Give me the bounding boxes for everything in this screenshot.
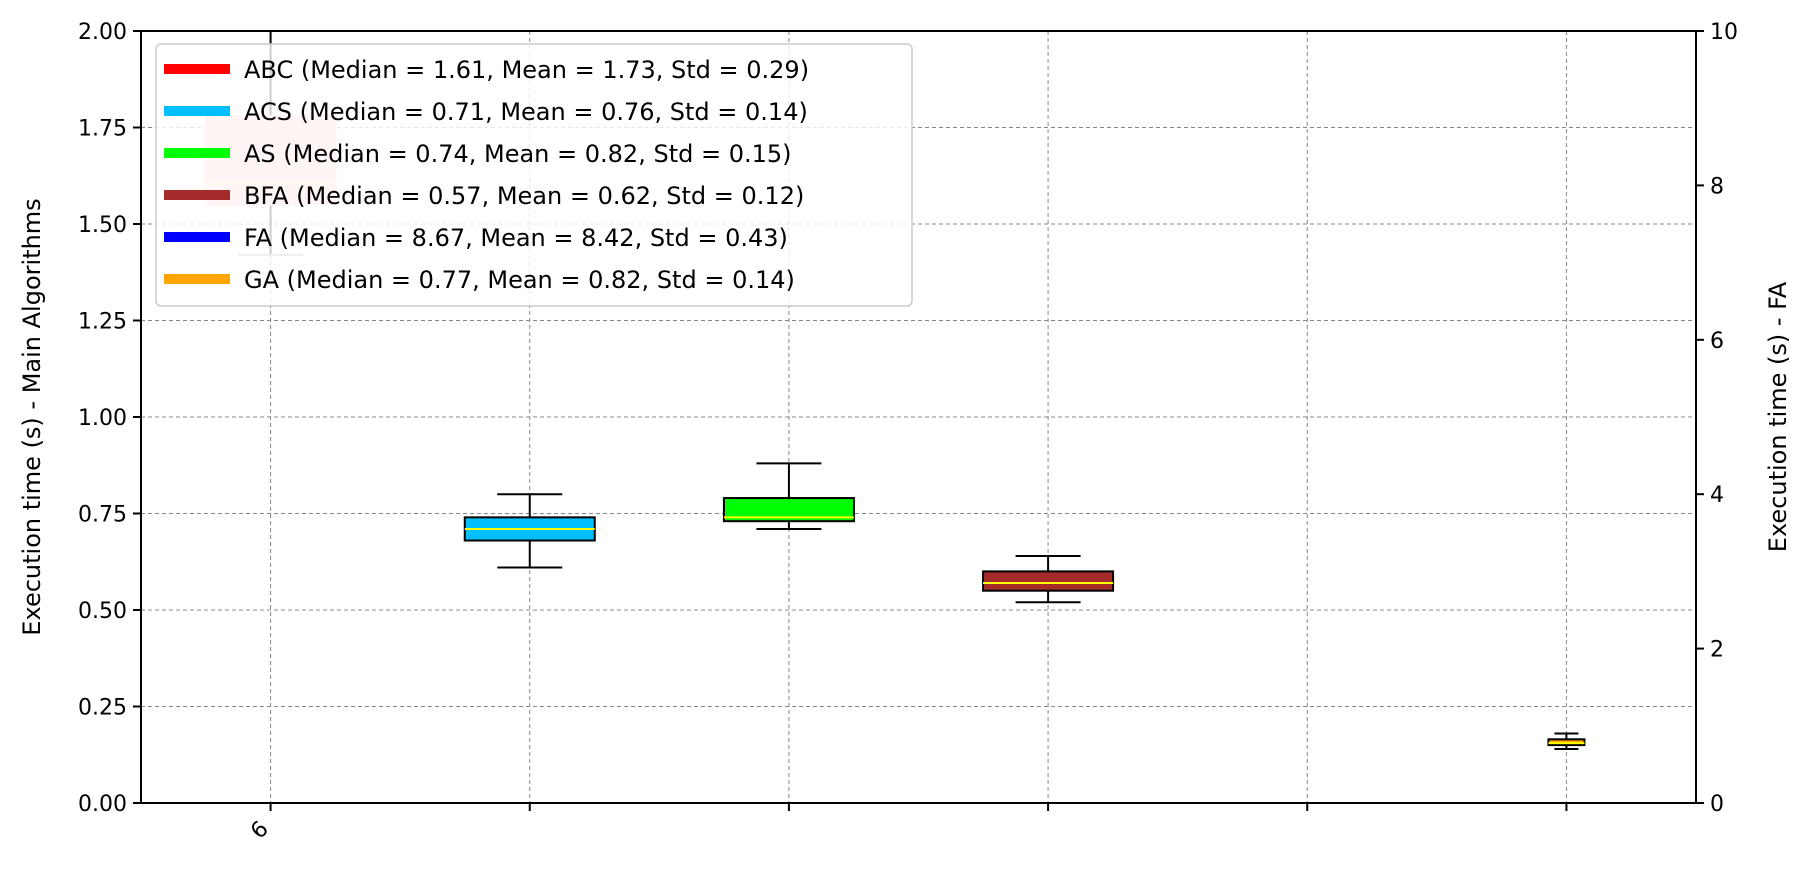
y-axis-title-right: Execution time (s) - FA: [1764, 281, 1792, 552]
legend-swatch-fa: [164, 232, 230, 242]
legend-swatch-acs: [164, 106, 230, 116]
y-tick-label-left: 0.00: [78, 792, 127, 817]
legend-swatch-ga: [164, 274, 230, 284]
legend-label-bfa: BFA (Median = 0.57, Mean = 0.62, Std = 0…: [244, 182, 804, 210]
y-tick-label-right: 4: [1710, 483, 1724, 508]
y-tick-label-left: 0.25: [78, 696, 127, 721]
y-tick-label-left: 1.75: [78, 117, 127, 142]
y-tick-label-left: 0.50: [78, 599, 127, 624]
legend-swatch-as: [164, 148, 230, 158]
y-tick-label-right: 2: [1710, 638, 1724, 663]
legend-label-ga: GA (Median = 0.77, Mean = 0.82, Std = 0.…: [244, 266, 795, 294]
y-tick-label-left: 1.50: [78, 213, 127, 238]
legend-label-acs: ACS (Median = 0.71, Mean = 0.76, Std = 0…: [244, 98, 808, 126]
legend-swatch-bfa: [164, 190, 230, 200]
box-as: [722, 462, 855, 530]
box-ga: [1547, 732, 1586, 750]
y-tick-label-right: 8: [1710, 174, 1724, 199]
legend-box: [155, 43, 913, 307]
legend: ABC (Median = 1.61, Mean = 1.73, Std = 0…: [155, 43, 913, 307]
box-body: [722, 497, 855, 523]
y-tick-label-right: 6: [1710, 329, 1724, 354]
legend-label-as: AS (Median = 0.74, Mean = 0.82, Std = 0.…: [244, 140, 792, 168]
y-tick-label-left: 1.00: [78, 406, 127, 431]
y-tick-label-left: 0.75: [78, 503, 127, 528]
y-tick-label-left: 2.00: [78, 20, 127, 45]
y-tick-label-right: 0: [1710, 792, 1724, 817]
box-acs: [463, 493, 596, 569]
axes: 0.00 0.25 0.50 0.75 1.00 1.25 1.50 1.75 2.00 0 2 4 6…: [18, 20, 1792, 844]
x-tick-label: 6: [246, 817, 274, 845]
y-axis-title-left: Execution time (s) - Main Algorithms: [18, 198, 46, 635]
legend-label-fa: FA (Median = 8.67, Mean = 8.42, Std = 0.…: [244, 224, 788, 252]
box-body: [982, 570, 1115, 592]
legend-swatch-abc: [164, 64, 230, 74]
box-bfa: [982, 554, 1115, 604]
y-tick-label-left: 1.25: [78, 310, 127, 335]
legend-label-abc: ABC (Median = 1.61, Mean = 1.73, Std = 0…: [244, 56, 809, 84]
y-tick-label-right: 10: [1710, 20, 1738, 45]
